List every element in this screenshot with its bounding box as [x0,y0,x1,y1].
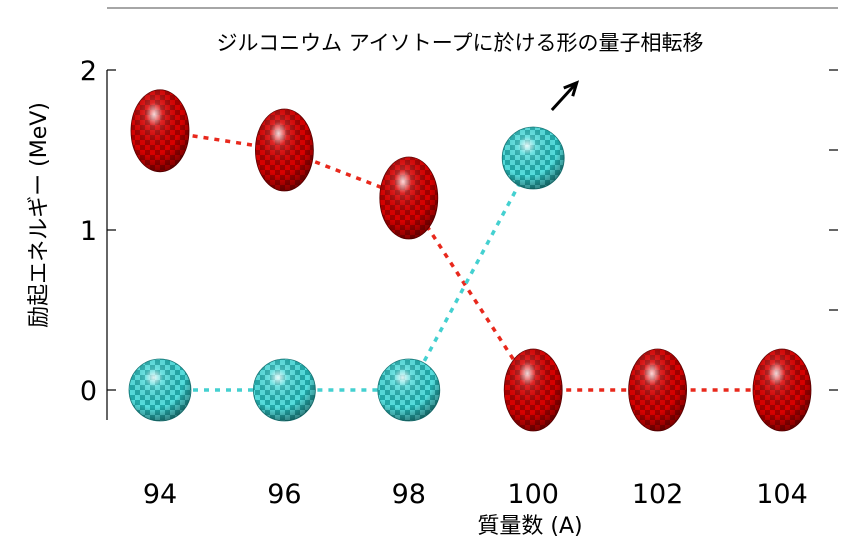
x-tick-label: 102 [632,479,684,510]
x-tick-label: 94 [143,479,177,510]
prolate-nucleus-point [628,348,687,432]
right-axis-ticks [829,69,838,391]
spherical-nucleus-point [377,358,441,422]
y-tick-label: 2 [80,56,97,87]
chart-title: ジルコニウム アイソトープに於ける形の量子相転移 [217,31,704,55]
y-axis-title: 励起エネルギー (MeV) [27,102,52,328]
series-line-segment [407,197,535,391]
x-tick-label: 100 [507,479,559,510]
x-axis-title: 質量数 (A) [477,514,582,539]
y-axis-ticks: 0 1 2 [80,56,116,407]
x-tick-label: 98 [392,479,426,510]
prolate-nucleus-point [752,348,812,432]
prolate-nucleus-point [130,89,190,173]
spherical-nucleus-point [128,358,192,422]
x-tick-label: 104 [756,479,808,510]
spherical-nucleus-point [252,358,316,422]
y-tick-label: 1 [80,216,97,247]
arrow-annotation [550,80,580,112]
prolate-nucleus-point [503,348,563,432]
spherical-nucleus-point [501,126,565,190]
prolate-nucleus-point [254,108,314,192]
x-tick-label: 96 [267,479,301,510]
prolate-nucleus-point [379,156,439,240]
series-points [128,89,812,432]
annotations [550,80,580,112]
y-tick-label: 0 [80,376,97,407]
series-lines [159,129,782,392]
x-axis-ticks: 94 96 98 100 102 104 [143,479,808,510]
